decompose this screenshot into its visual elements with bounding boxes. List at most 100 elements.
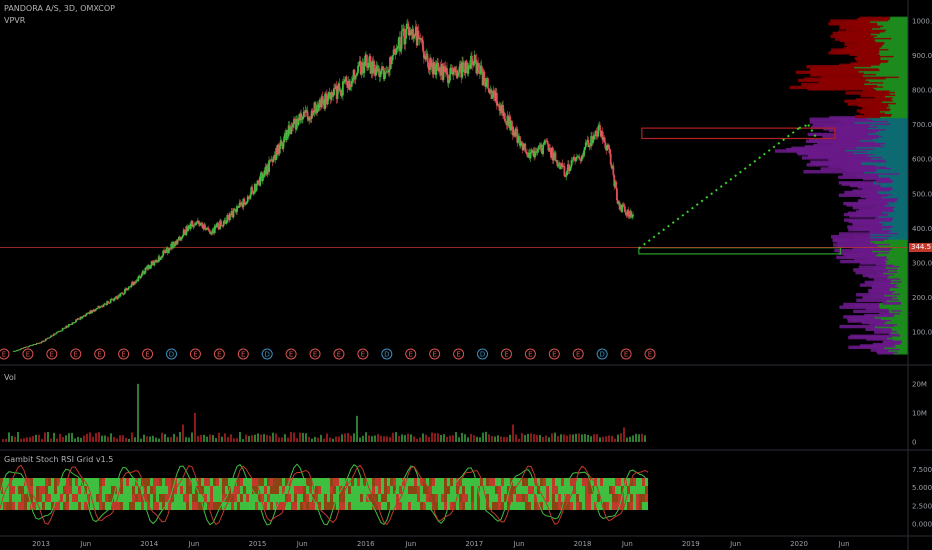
stoch-grid-cell [402,494,405,502]
stoch-grid-cell [138,478,141,486]
candle-body [630,211,633,217]
candle-body [606,145,609,151]
stoch-grid-cell [72,494,75,502]
stoch-grid-cell [624,494,627,502]
stoch-grid-cell [570,502,573,510]
volume-pane[interactable] [2,383,646,442]
candle-body [176,239,179,245]
stoch-grid-cell [228,502,231,510]
volume-bar [77,436,79,442]
stoch-grid-cell [81,494,84,502]
stoch-grid-cell [342,486,345,494]
vpvr-bar-down [862,273,889,278]
candle-body [304,110,307,113]
stoch-grid-cell [159,494,162,502]
stoch-grid-cell [393,486,396,494]
candle-body [366,54,368,68]
volume-bar [236,438,238,442]
candle-body [479,73,481,75]
candle-body [516,129,519,143]
candle-body [384,72,387,75]
stoch-grid-cell [213,502,216,510]
volume-bar [338,436,340,442]
stoch-grid-cell [600,502,603,510]
earnings-marker [213,348,225,360]
candle-body [615,181,617,189]
stoch-grid-cell [279,478,282,486]
volume-bar [365,432,367,442]
candle-body [32,344,35,346]
earnings-marker [500,348,512,360]
vpvr-bar-down [838,251,878,256]
stoch-grid-cell [54,502,57,510]
candle-body [604,142,607,149]
stoch-grid-cell [24,494,27,502]
stoch-grid-cell [420,494,423,502]
stoch-grid-cell [642,502,645,510]
candle-body [578,156,581,160]
volume-bar [146,436,148,442]
volume-bar [620,433,622,442]
volume-bar [14,436,16,442]
stoch-grid-cell [462,478,465,486]
stoch-grid-cell [525,478,528,486]
stoch-grid-cell [468,502,471,510]
stoch-grid-cell [543,502,546,510]
stoch-k-line [0,463,649,526]
stoch-grid-cell [411,494,414,502]
stoch-grid-cell [99,478,102,486]
symbol-title: PANDORA A/S, 3D, OMXCOP [4,4,115,13]
candle-body [351,78,354,82]
candle-body [587,139,590,148]
x-tick-label: Jun [838,540,850,548]
stoch-grid-cell [186,502,189,510]
candle-body [631,216,633,218]
stoch-grid-cell [135,494,138,502]
stoch-grid-cell [177,502,180,510]
stoch-grid-cell [594,486,597,494]
candle-body [140,276,142,278]
stoch-grid-cell [498,494,501,502]
stoch-grid-cell [357,502,360,510]
stoch-grid-cell [285,486,288,494]
stoch-grid-cell [609,494,612,502]
stoch-grid-cell [606,478,609,486]
stoch-grid-cell [3,478,6,486]
stoch-grid-cell [0,502,3,510]
stoch-grid-cell [483,502,486,510]
stoch-grid-cell [132,502,135,510]
volume-bar [101,435,103,442]
vpvr-bar-down [838,193,888,197]
stoch-grid-cell [486,478,489,486]
volume-bar [203,434,205,442]
candle-body [109,299,112,303]
stoch-grid-cell [330,478,333,486]
stoch-rsi-pane[interactable] [0,463,649,526]
candle-body [426,53,429,62]
stoch-grid-cell [126,494,129,502]
stoch-grid-cell [360,478,363,486]
stoch-tick-label: 5.0000 [912,484,932,492]
stoch-grid-cell [609,502,612,510]
stoch-grid-cell [327,502,330,510]
stoch-grid-cell [69,478,72,486]
volume-bar [281,437,283,442]
stoch-grid-cell [186,478,189,486]
candle-body [378,68,381,77]
candle-body [591,139,594,144]
candle-body [327,92,330,99]
stoch-grid-cell [351,478,354,486]
candle-body [443,65,446,67]
stoch-grid-cell [318,502,321,510]
earnings-marker [620,348,632,360]
volume-bar [155,437,157,442]
event-marker-label: D [384,351,389,359]
stoch-grid-cell [66,494,69,502]
volume-bar [56,438,58,442]
candle-body [301,117,304,120]
stoch-grid-cell [474,494,477,502]
candle-body [35,344,37,345]
stoch-grid-cell [159,502,162,510]
